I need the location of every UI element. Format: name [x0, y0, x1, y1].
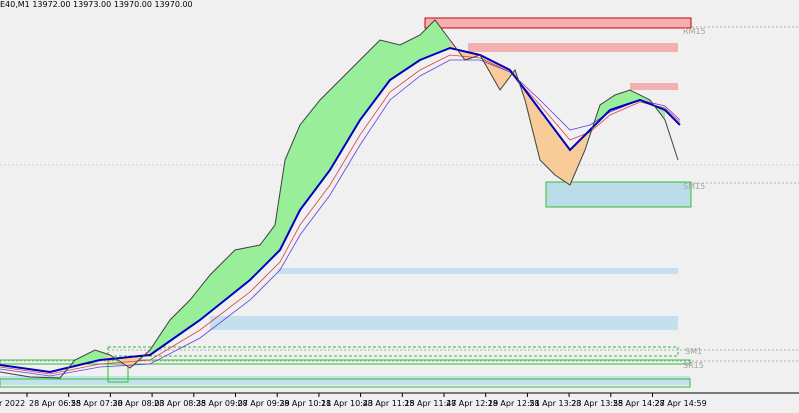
zone-label: RM15	[683, 27, 706, 36]
bull-ribbon-3	[75, 350, 110, 366]
symbol-info: E40,M1 13972.00 13973.00 13970.00 13970.…	[0, 0, 193, 9]
time-label: 28 Apr 12:51	[488, 399, 540, 408]
time-label: 28 Apr 10:43	[321, 399, 373, 408]
price-line	[0, 19, 679, 379]
time-label: r 2022	[0, 399, 25, 408]
zone-label: SR15	[683, 361, 704, 370]
ma-main	[0, 46, 681, 374]
time-label: 28 Apr 13:23	[529, 399, 581, 408]
time-label: 28 Apr 11:47	[404, 399, 456, 408]
zone-label: SM1	[685, 347, 702, 356]
time-label: 28 Apr 14:59	[655, 399, 707, 408]
time-label: 28 Apr 06:55	[29, 399, 81, 408]
ma-slow-red	[0, 54, 681, 375]
ma-slow-purple	[0, 59, 681, 377]
time-label: 28 Apr 13:55	[571, 399, 623, 408]
time-label: 28 Apr 12:19	[446, 399, 498, 408]
time-label: 28 Apr 07:30	[71, 399, 123, 408]
time-label: 28 Apr 08:35	[154, 399, 206, 408]
time-label: 28 Apr 10:11	[279, 399, 331, 408]
time-label: 28 Apr 14:27	[613, 399, 665, 408]
zone-label: SM15	[683, 182, 705, 191]
bull-ribbon	[150, 20, 450, 355]
zones	[0, 17, 692, 388]
bear-ribbon	[450, 40, 590, 185]
bull-ribbon-2	[585, 90, 665, 150]
time-label: 28 Apr 11:15	[363, 399, 415, 408]
time-label: 28 Apr 09:07	[196, 399, 248, 408]
time-label: 28 Apr 09:39	[238, 399, 290, 408]
bear-ribbon-2	[100, 350, 150, 368]
time-label: 28 Apr 08:03	[112, 399, 164, 408]
